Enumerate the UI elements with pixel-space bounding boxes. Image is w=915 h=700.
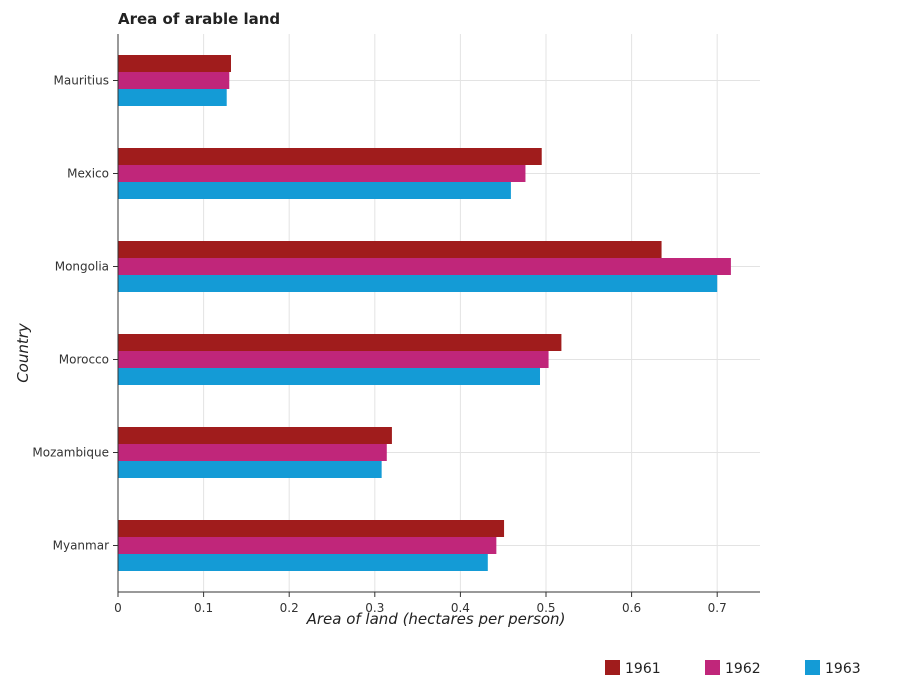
x-tick-label: 0.1 xyxy=(194,601,213,615)
x-tick-label: 0.4 xyxy=(451,601,470,615)
x-tick-label: 0.5 xyxy=(536,601,555,615)
bar-1961-mozambique xyxy=(118,427,392,444)
bar-1961-myanmar xyxy=(118,520,505,537)
y-axis-label: Country xyxy=(14,322,32,383)
y-tick-label: Mauritius xyxy=(54,74,109,88)
x-tick-label: 0.2 xyxy=(280,601,299,615)
bar-1962-mongolia xyxy=(118,258,731,275)
grid-lines xyxy=(117,34,760,592)
y-tick-label: Myanmar xyxy=(53,539,109,553)
bar-1962-mauritius xyxy=(118,72,230,89)
legend-swatch-1961 xyxy=(605,660,620,675)
legend-label-1963: 1963 xyxy=(825,661,861,677)
legend-label-1961: 1961 xyxy=(625,661,661,677)
x-axis-label: Area of land (hectares per person) xyxy=(306,610,566,628)
axes-group: 0 0.1 0.2 0.3 0.4 0.5 0.6 0.7 Mauritius Mexico Mon… xyxy=(32,34,760,615)
chart-title: Area of arable land xyxy=(118,10,280,28)
bar-1963-myanmar xyxy=(118,554,488,571)
legend-label-1962: 1962 xyxy=(725,661,761,677)
legend-swatch-1962 xyxy=(705,660,720,675)
bar-1963-mauritius xyxy=(118,89,227,106)
x-tick-label: 0.3 xyxy=(365,601,384,615)
bar-1963-morocco xyxy=(118,368,541,385)
y-tick-label: Mozambique xyxy=(32,446,109,460)
legend-swatch-1963 xyxy=(805,660,820,675)
y-tick-label: Mexico xyxy=(67,167,109,181)
bar-1962-mozambique xyxy=(118,444,387,461)
bar-1962-mexico xyxy=(118,165,526,182)
bar-1963-mexico xyxy=(118,182,511,199)
bar-1961-mongolia xyxy=(118,241,662,258)
y-tick-label: Morocco xyxy=(59,353,109,367)
x-tick-label: 0.7 xyxy=(708,601,727,615)
bar-1961-mexico xyxy=(118,148,542,165)
bar-1962-morocco xyxy=(118,351,549,368)
bar-1962-myanmar xyxy=(118,537,497,554)
bar-1961-mauritius xyxy=(118,55,231,72)
x-tick-label: 0 xyxy=(114,601,122,615)
bars-group xyxy=(118,55,731,571)
legend: 1961 1962 1963 xyxy=(605,660,861,677)
bar-1961-morocco xyxy=(118,334,562,351)
y-tick-label: Mongolia xyxy=(55,260,109,274)
x-tick-label: 0.6 xyxy=(622,601,641,615)
bar-1963-mongolia xyxy=(118,275,718,292)
plot-area xyxy=(118,34,760,592)
bar-1963-mozambique xyxy=(118,461,382,478)
